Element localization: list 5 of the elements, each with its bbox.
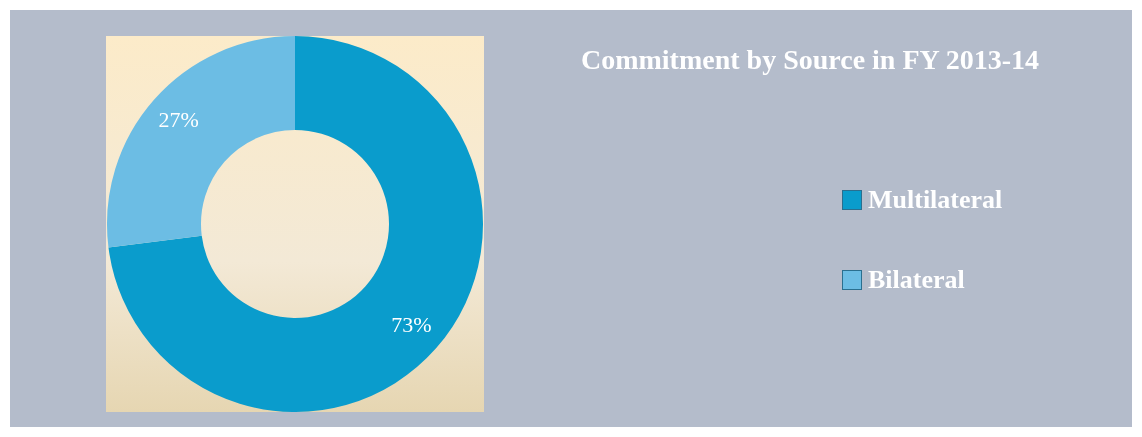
- legend-label: Multilateral: [868, 185, 1003, 215]
- chart-title: Commitment by Source in FY 2013-14: [579, 44, 1041, 76]
- legend-label: Bilateral: [868, 265, 965, 295]
- data-label: 73%: [391, 312, 432, 338]
- data-label: 27%: [158, 107, 199, 133]
